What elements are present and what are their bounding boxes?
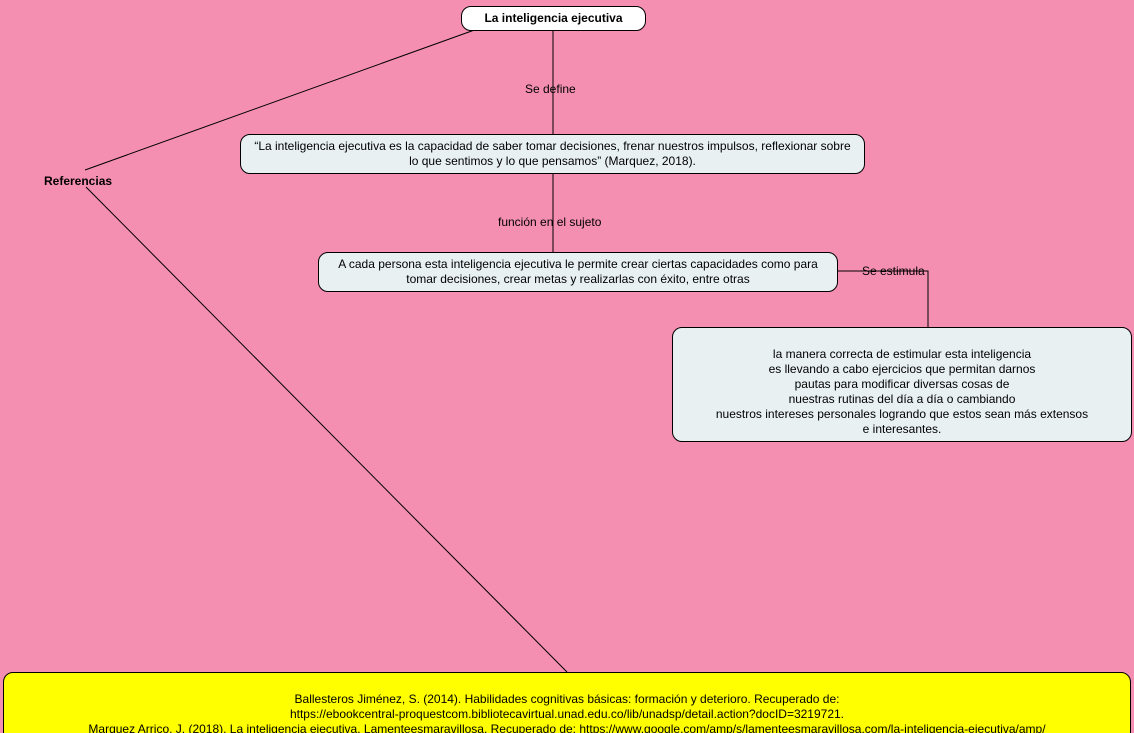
node-function: A cada persona esta inteligencia ejecuti… <box>318 252 838 292</box>
node-definition: “La inteligencia ejecutiva es la capacid… <box>240 134 865 174</box>
node-definition-text: “La inteligencia ejecutiva es la capacid… <box>254 139 850 168</box>
node-root-text: La inteligencia ejecutiva <box>484 11 622 25</box>
node-function-text: A cada persona esta inteligencia ejecuti… <box>338 257 818 286</box>
node-references: Ballesteros Jiménez, S. (2014). Habilida… <box>3 672 1131 733</box>
edge-label-se-define: Se define <box>525 82 576 96</box>
node-stimulation-text: la manera correcta de estimular esta int… <box>716 347 1088 436</box>
edge-label-funcion: función en el sujeto <box>498 215 601 229</box>
node-references-text: Ballesteros Jiménez, S. (2014). Habilida… <box>88 692 1045 733</box>
node-root: La inteligencia ejecutiva <box>461 6 646 31</box>
edge-label-referencias: Referencias <box>44 174 112 188</box>
node-stimulation: la manera correcta de estimular esta int… <box>672 327 1132 442</box>
concept-map-canvas: { "background_color": "#f48fb1", "nodes"… <box>0 0 1134 733</box>
edge-label-se-estimula: Se estimula <box>862 264 925 278</box>
